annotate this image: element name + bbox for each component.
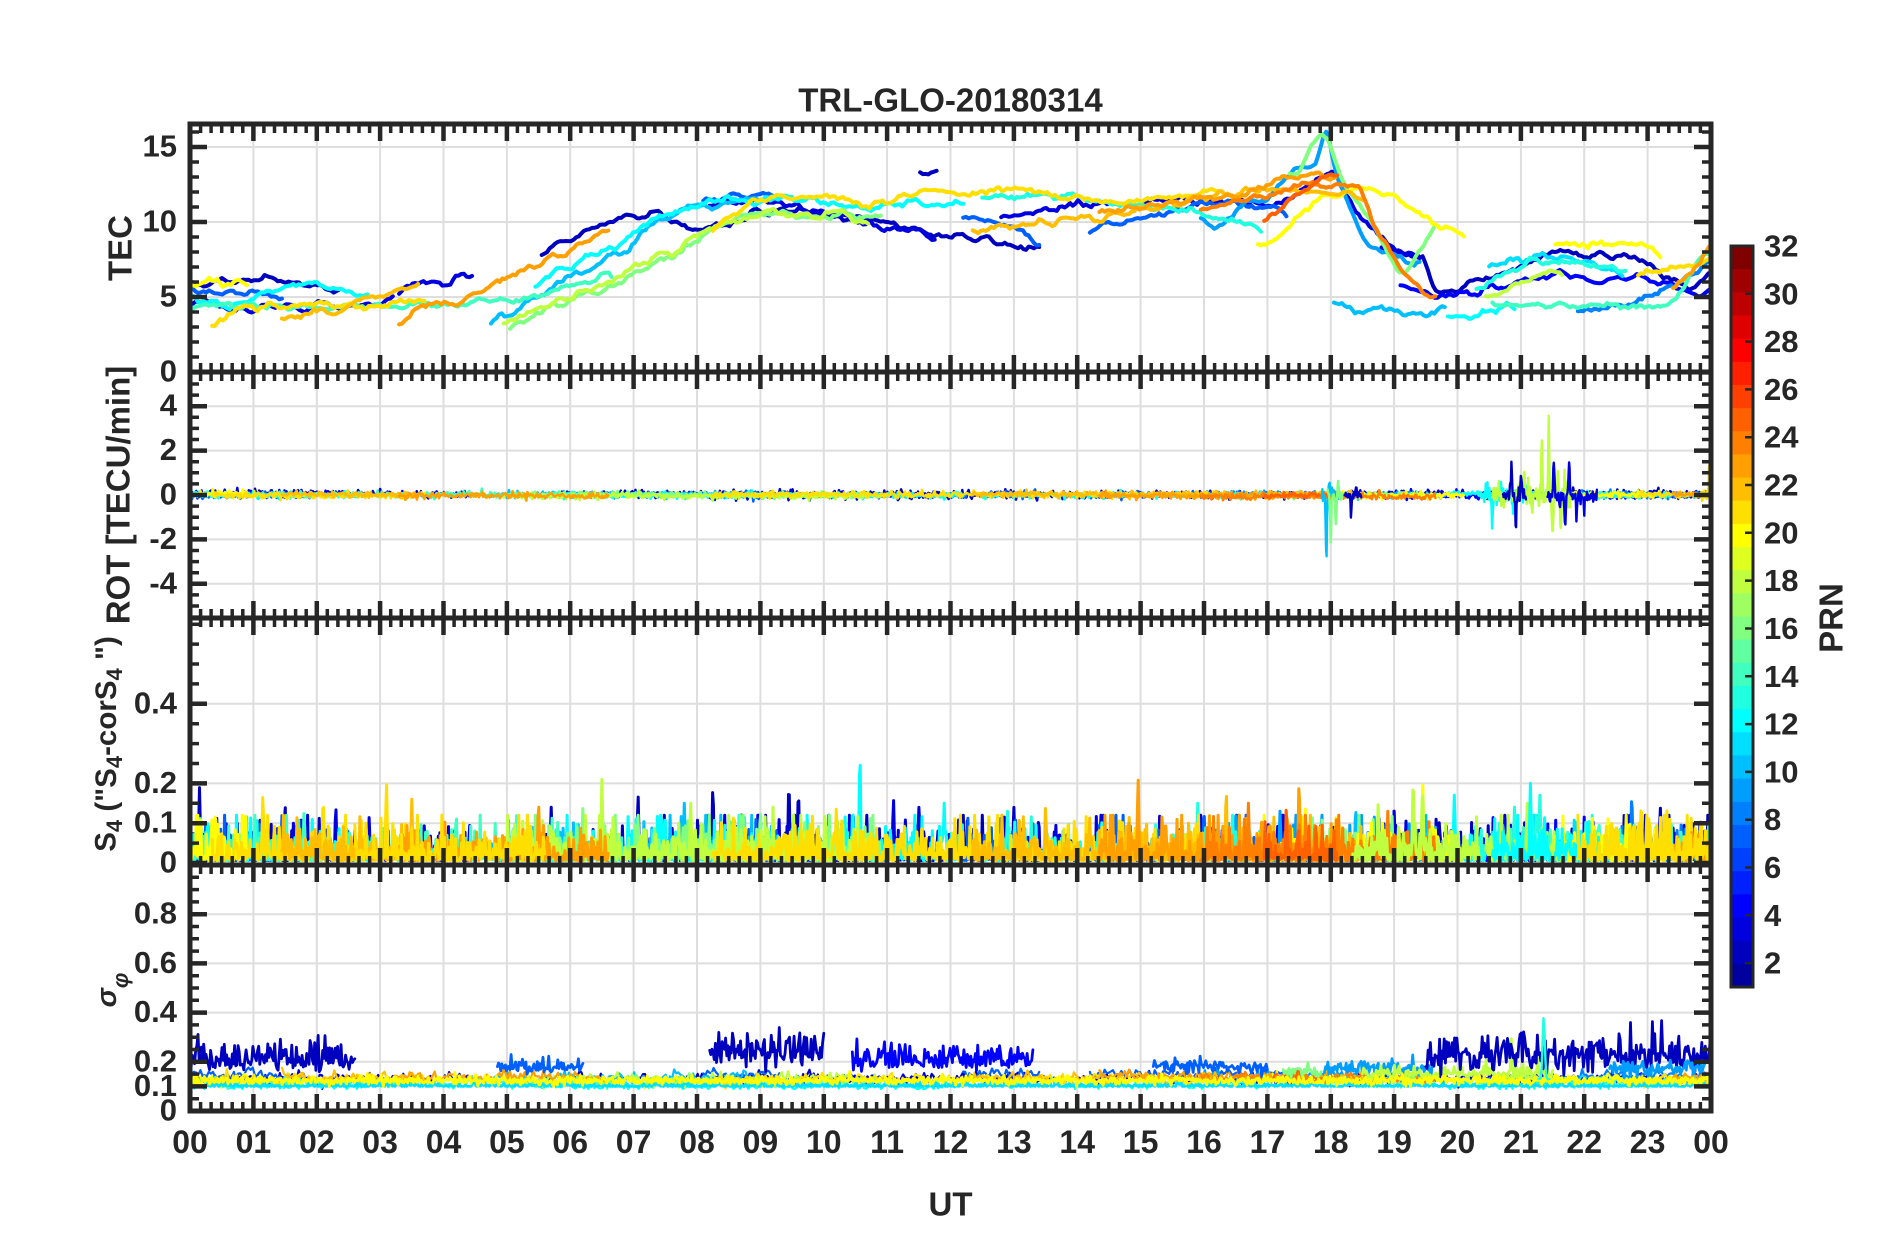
svg-text:0: 0 <box>160 354 177 389</box>
svg-text:18: 18 <box>1313 1124 1349 1160</box>
svg-text:S4 ("S4-corS4 "): S4 ("S4-corS4 ") <box>90 636 127 852</box>
svg-text:0.8: 0.8 <box>134 896 177 931</box>
svg-text:4: 4 <box>160 388 178 423</box>
svg-text:20: 20 <box>1764 515 1798 550</box>
svg-text:0.2: 0.2 <box>134 765 177 800</box>
svg-text:16: 16 <box>1764 611 1798 646</box>
svg-text:05: 05 <box>489 1124 525 1160</box>
svg-text:12: 12 <box>933 1124 969 1160</box>
svg-text:14: 14 <box>1059 1124 1095 1160</box>
svg-text:00: 00 <box>172 1124 208 1160</box>
svg-text:23: 23 <box>1630 1124 1666 1160</box>
svg-text:TEC: TEC <box>102 215 139 281</box>
svg-text:18: 18 <box>1764 563 1798 598</box>
svg-text:21: 21 <box>1503 1124 1539 1160</box>
svg-text:04: 04 <box>426 1124 462 1160</box>
svg-text:22: 22 <box>1566 1124 1602 1160</box>
svg-text:20: 20 <box>1440 1124 1476 1160</box>
svg-text:08: 08 <box>679 1124 715 1160</box>
svg-text:13: 13 <box>996 1124 1032 1160</box>
svg-text:12: 12 <box>1764 707 1798 742</box>
svg-text:0.1: 0.1 <box>134 805 177 840</box>
svg-text:5: 5 <box>160 279 177 314</box>
svg-text:PRN: PRN <box>1813 583 1850 653</box>
svg-text:24: 24 <box>1764 420 1799 455</box>
svg-text:0: 0 <box>160 845 177 880</box>
svg-text:01: 01 <box>236 1124 272 1160</box>
svg-text:26: 26 <box>1764 372 1798 407</box>
svg-text:-2: -2 <box>149 521 177 556</box>
svg-text:02: 02 <box>299 1124 335 1160</box>
svg-text:-4: -4 <box>149 565 177 600</box>
svg-text:TRL-GLO-20180314: TRL-GLO-20180314 <box>798 82 1103 119</box>
svg-text:2: 2 <box>160 432 177 467</box>
svg-text:0: 0 <box>160 477 177 512</box>
svg-text:0.2: 0.2 <box>134 1043 177 1078</box>
svg-text:09: 09 <box>743 1124 779 1160</box>
svg-text:06: 06 <box>552 1124 588 1160</box>
svg-text:10: 10 <box>143 204 177 239</box>
svg-text:0: 0 <box>160 1093 177 1128</box>
svg-text:22: 22 <box>1764 468 1798 503</box>
svg-text:32: 32 <box>1764 229 1798 264</box>
svg-text:0.4: 0.4 <box>134 994 178 1029</box>
svg-text:00: 00 <box>1693 1124 1729 1160</box>
svg-text:30: 30 <box>1764 276 1798 311</box>
svg-text:15: 15 <box>1123 1124 1159 1160</box>
svg-text:10: 10 <box>806 1124 842 1160</box>
svg-text:ROT [TECU/min]: ROT [TECU/min] <box>100 366 137 624</box>
svg-text:4: 4 <box>1764 898 1782 933</box>
svg-text:15: 15 <box>143 129 177 164</box>
svg-text:UT: UT <box>929 1186 973 1223</box>
svg-text:2: 2 <box>1764 946 1781 981</box>
svg-text:28: 28 <box>1764 324 1798 359</box>
svg-text:16: 16 <box>1186 1124 1222 1160</box>
svg-text:11: 11 <box>870 1124 904 1160</box>
svg-text:6: 6 <box>1764 850 1781 885</box>
svg-text:8: 8 <box>1764 802 1781 837</box>
svg-text:03: 03 <box>362 1124 398 1160</box>
svg-text:0.6: 0.6 <box>134 945 177 980</box>
svg-text:10: 10 <box>1764 754 1798 789</box>
svg-text:19: 19 <box>1376 1124 1412 1160</box>
svg-text:07: 07 <box>616 1124 652 1160</box>
svg-text:0.4: 0.4 <box>134 685 178 720</box>
svg-text:0.1: 0.1 <box>134 1068 177 1103</box>
svg-text:17: 17 <box>1250 1124 1286 1160</box>
svg-text:14: 14 <box>1764 659 1799 694</box>
